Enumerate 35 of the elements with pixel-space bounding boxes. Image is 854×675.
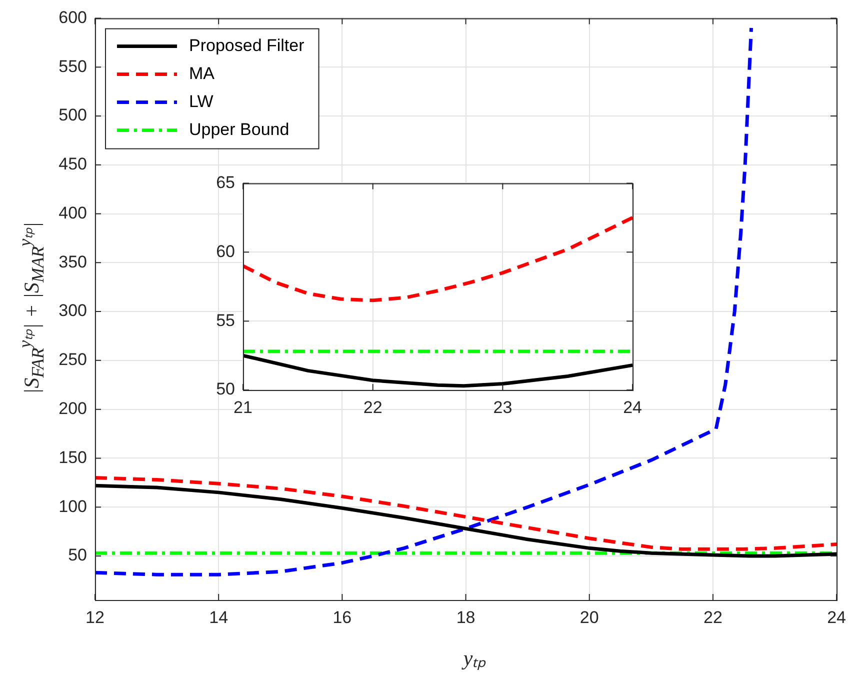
y-tick-label: 150 [58, 448, 87, 467]
x-tick-label: 16 [332, 608, 352, 627]
y-tick-label: 250 [58, 350, 87, 370]
x-tick-label: 22 [703, 608, 722, 627]
x-tick-label: 24 [623, 398, 642, 417]
y-tick-label: 100 [58, 496, 87, 516]
y-tick-label: 500 [58, 106, 87, 125]
x-tick-label: 20 [580, 608, 599, 627]
line-series [95, 476, 837, 551]
x-tick-label: 14 [209, 608, 228, 627]
x-tick-label: 24 [827, 608, 846, 627]
y-tick-label: 400 [58, 203, 87, 222]
legend-label: LW [189, 92, 214, 111]
y-tick-label: 300 [58, 301, 87, 320]
x-tick-label: 21 [234, 398, 252, 417]
y-tick-label: 450 [58, 154, 87, 174]
y-tick-label: 600 [58, 8, 87, 27]
y-tick-label: 350 [58, 252, 87, 272]
y-tick-label: 50 [216, 380, 235, 399]
x-tick-label: 22 [363, 398, 382, 417]
legend-label: Upper Bound [189, 120, 290, 139]
y-tick-label: 200 [58, 399, 87, 418]
x-axis-title: yₜₚ [460, 645, 487, 671]
y-tick-label: 65 [216, 172, 235, 192]
line-series [243, 216, 633, 302]
legend-label: MA [189, 64, 216, 83]
x-tick-label: 18 [456, 608, 476, 627]
y-tick-label: 50 [68, 546, 87, 565]
y-tick-label: 55 [216, 310, 235, 330]
x-tick-label: 12 [86, 608, 104, 627]
y-tick-label: 60 [216, 242, 235, 261]
y-tick-label: 550 [58, 56, 87, 76]
legend-label: Proposed Filter [189, 36, 305, 55]
line-series [95, 26, 754, 576]
x-tick-label: 23 [493, 398, 512, 417]
